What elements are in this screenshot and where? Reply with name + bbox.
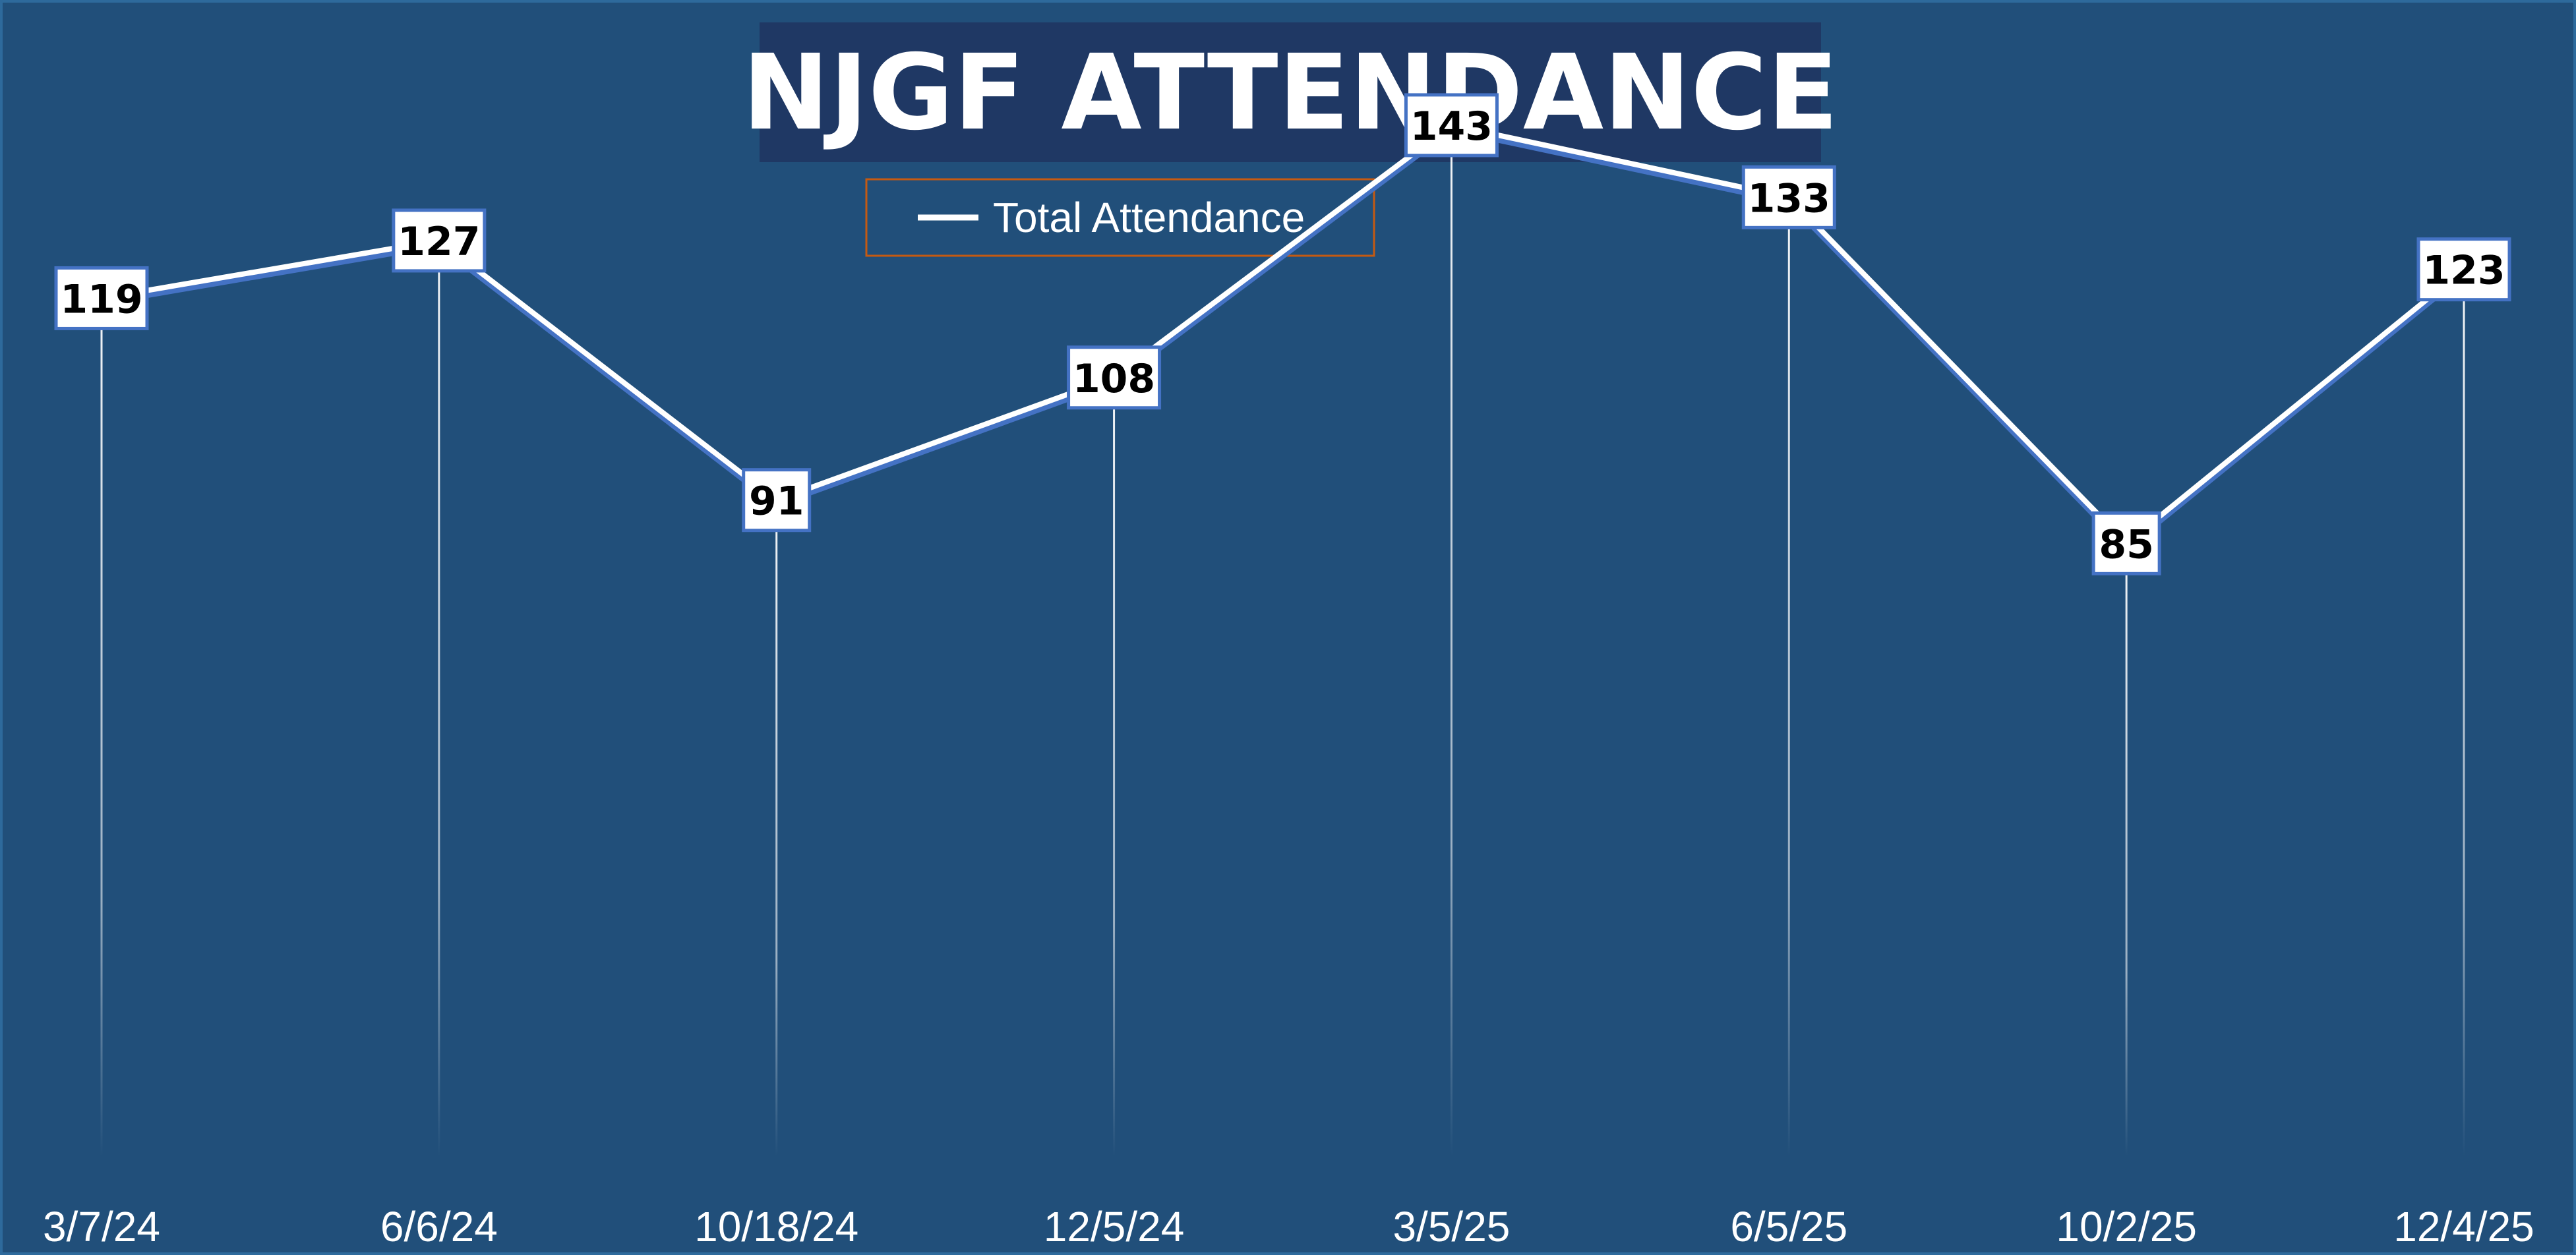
data-label-text: 119 bbox=[60, 276, 142, 322]
chart-title-band bbox=[760, 22, 1821, 162]
data-label-text: 133 bbox=[1748, 175, 1830, 221]
x-tick-label: 12/4/25 bbox=[2393, 1203, 2534, 1250]
x-tick-label: 10/2/25 bbox=[2056, 1203, 2197, 1250]
data-label-box bbox=[742, 468, 812, 533]
drop-line bbox=[2463, 269, 2465, 1156]
data-label-box bbox=[1741, 165, 1836, 229]
data-label: 143 bbox=[1404, 93, 1499, 158]
data-label-box bbox=[2416, 237, 2511, 302]
series-lines bbox=[101, 122, 2466, 551]
drop-line bbox=[1113, 377, 1116, 1156]
chart-title: NJGF ATTENDANCE bbox=[742, 32, 1839, 154]
x-tick-label: 10/18/24 bbox=[694, 1203, 858, 1250]
x-axis-ticks: 3/7/24 6/6/24 10/18/24 12/5/24 3/5/25 6/5/25 1… bbox=[43, 1203, 2534, 1250]
data-label: 127 bbox=[392, 208, 487, 273]
data-label-box bbox=[1067, 345, 1162, 410]
data-label: 119 bbox=[54, 266, 149, 330]
x-tick-label: 3/7/24 bbox=[43, 1203, 160, 1250]
data-label-text: 143 bbox=[1410, 103, 1493, 150]
series-line-total-attendance bbox=[101, 122, 2466, 546]
legend: Total Attendance bbox=[865, 178, 1375, 257]
data-label: 85 bbox=[2091, 511, 2161, 575]
data-label: 108 bbox=[1067, 345, 1162, 410]
data-label-text: 85 bbox=[2099, 521, 2154, 568]
data-label-text: 91 bbox=[749, 479, 804, 525]
x-tick-label: 6/6/24 bbox=[380, 1203, 498, 1250]
data-label-text: 127 bbox=[398, 219, 480, 265]
line-chart: NJGF ATTENDANCE Total Attendance 119 127 9… bbox=[43, 22, 2534, 1250]
series-line-shadow bbox=[101, 127, 2466, 551]
drop-lines bbox=[100, 125, 2465, 1156]
data-label-text: 123 bbox=[2422, 248, 2505, 294]
drop-line bbox=[1787, 197, 1790, 1156]
data-label: 91 bbox=[742, 468, 812, 533]
drop-line bbox=[2125, 543, 2128, 1156]
data-label-box bbox=[54, 266, 149, 330]
data-label-box bbox=[1404, 93, 1499, 158]
x-tick-label: 3/5/25 bbox=[1393, 1203, 1510, 1250]
data-label-box bbox=[2091, 511, 2161, 575]
legend-box bbox=[865, 178, 1375, 257]
legend-label-total-attendance: Total Attendance bbox=[993, 194, 1305, 241]
drop-line bbox=[775, 500, 778, 1156]
data-labels: 119 127 91 108 143 133 85 123 bbox=[54, 93, 2511, 575]
data-label-box bbox=[392, 208, 487, 273]
x-tick-label: 6/5/25 bbox=[1730, 1203, 1847, 1250]
data-label: 133 bbox=[1741, 165, 1836, 229]
data-label-text: 108 bbox=[1073, 356, 1155, 402]
data-label: 123 bbox=[2416, 237, 2511, 302]
drop-line bbox=[438, 240, 440, 1156]
x-tick-label: 12/5/24 bbox=[1044, 1203, 1185, 1250]
drop-line bbox=[100, 298, 103, 1156]
drop-line bbox=[1450, 125, 1453, 1156]
